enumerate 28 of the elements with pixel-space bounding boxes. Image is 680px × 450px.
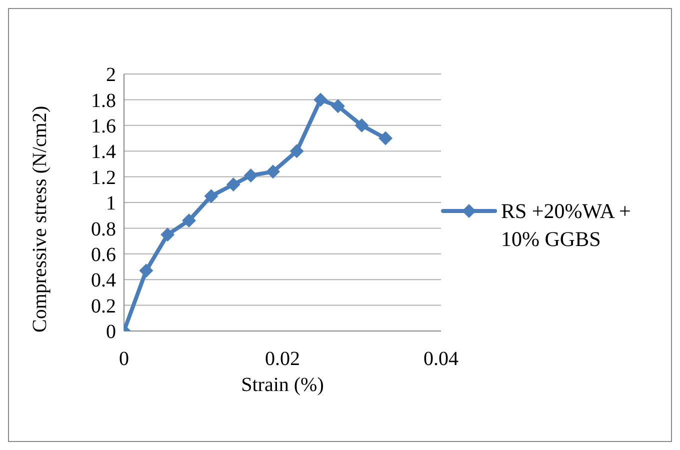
y-tick-label: 1.6	[91, 116, 116, 138]
y-tick-label: 1.2	[91, 166, 116, 189]
point	[160, 228, 175, 242]
y-tick-label: 1	[106, 192, 116, 215]
point	[354, 118, 369, 132]
y-tick-label: 0.4	[91, 270, 116, 292]
point	[314, 92, 328, 107]
point	[204, 189, 218, 204]
x-tick-label: 0.04	[424, 348, 458, 370]
y-tick-label: 1.4	[91, 141, 116, 164]
y-tick-label: 1.8	[91, 90, 116, 112]
y-axis-title: Compressive stress (N/cm2)	[29, 106, 52, 332]
y-tick-label: 0.8	[91, 218, 116, 240]
point	[290, 144, 304, 158]
y-tick-label: 0	[106, 321, 116, 344]
point	[182, 213, 196, 228]
y-tick-label: 2	[106, 64, 116, 86]
point	[226, 178, 240, 192]
x-axis-title: Strain (%)	[241, 374, 324, 396]
x-tick-label: 0.02	[265, 348, 300, 370]
point	[244, 168, 258, 183]
point	[330, 99, 345, 114]
point	[378, 131, 393, 146]
y-tick-label: 0.6	[91, 244, 116, 266]
legend-label: RS +20%WA + 10% GGBS	[501, 198, 632, 253]
point	[266, 164, 280, 179]
y-tick-label: 0.2	[91, 295, 116, 318]
point	[139, 264, 154, 278]
